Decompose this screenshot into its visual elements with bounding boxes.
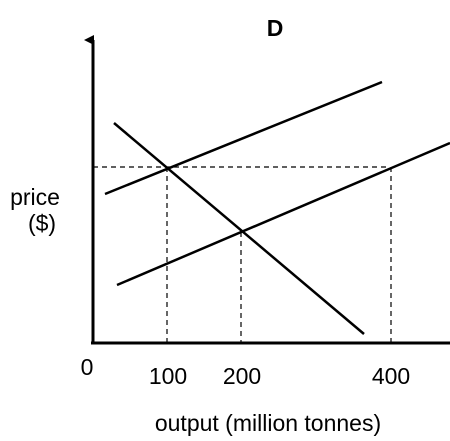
y-axis-label-line2: ($) (28, 210, 56, 236)
tick-label-100: 100 (149, 363, 187, 389)
origin-tick-label: 0 (81, 354, 94, 380)
demand-curve (113, 122, 365, 335)
tick-label-200: 200 (223, 363, 261, 389)
diagram-title: D (267, 15, 284, 41)
supply-curve-upper (104, 80, 383, 196)
tick-label-400: 400 (372, 363, 410, 389)
x-axis-label: output (million tonnes) (155, 410, 381, 436)
supply-curve-lower (116, 141, 450, 287)
y-axis-label-line1: price (10, 184, 60, 210)
